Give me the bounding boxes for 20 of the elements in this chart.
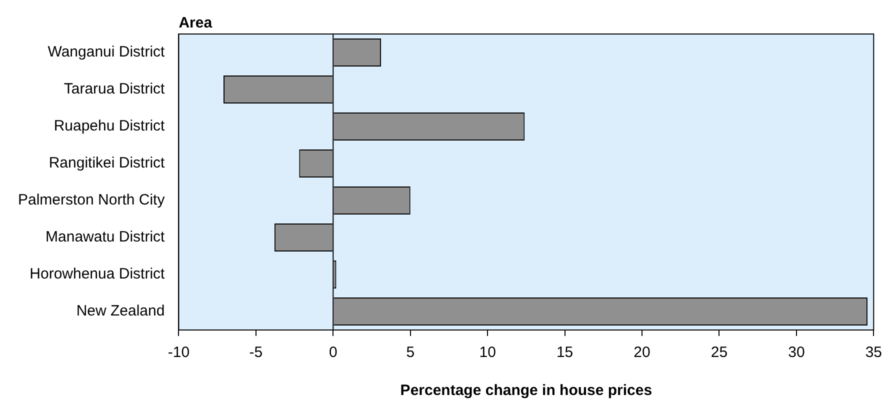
x-tick-label: 10 xyxy=(479,344,496,362)
x-tick-label: -5 xyxy=(249,344,263,362)
x-axis-title: Percentage change in house prices xyxy=(400,382,652,400)
y-axis-title: Area xyxy=(178,14,213,32)
x-tick-label: 30 xyxy=(788,344,805,362)
y-tick-label: Rangitikei District xyxy=(48,154,166,172)
x-tick-label: 15 xyxy=(556,344,574,362)
y-tick-label: Tararua District xyxy=(64,80,166,98)
x-tick-label: -10 xyxy=(168,344,190,362)
y-tick-label: New Zealand xyxy=(76,302,165,320)
x-tick-label: 5 xyxy=(406,344,415,362)
x-tick-label: 25 xyxy=(710,344,728,362)
x-tick-label: 35 xyxy=(865,344,882,362)
y-tick-label: Horowhenua District xyxy=(30,266,166,283)
y-tick-label: Wanganui District xyxy=(48,44,166,61)
y-tick-label: Manawatu District xyxy=(46,228,166,246)
x-tick-label: 0 xyxy=(328,344,338,362)
y-tick-label: Ruapehu District xyxy=(54,118,166,135)
y-tick-label: Palmerston North City xyxy=(18,192,166,209)
x-tick-label: 20 xyxy=(634,344,650,362)
